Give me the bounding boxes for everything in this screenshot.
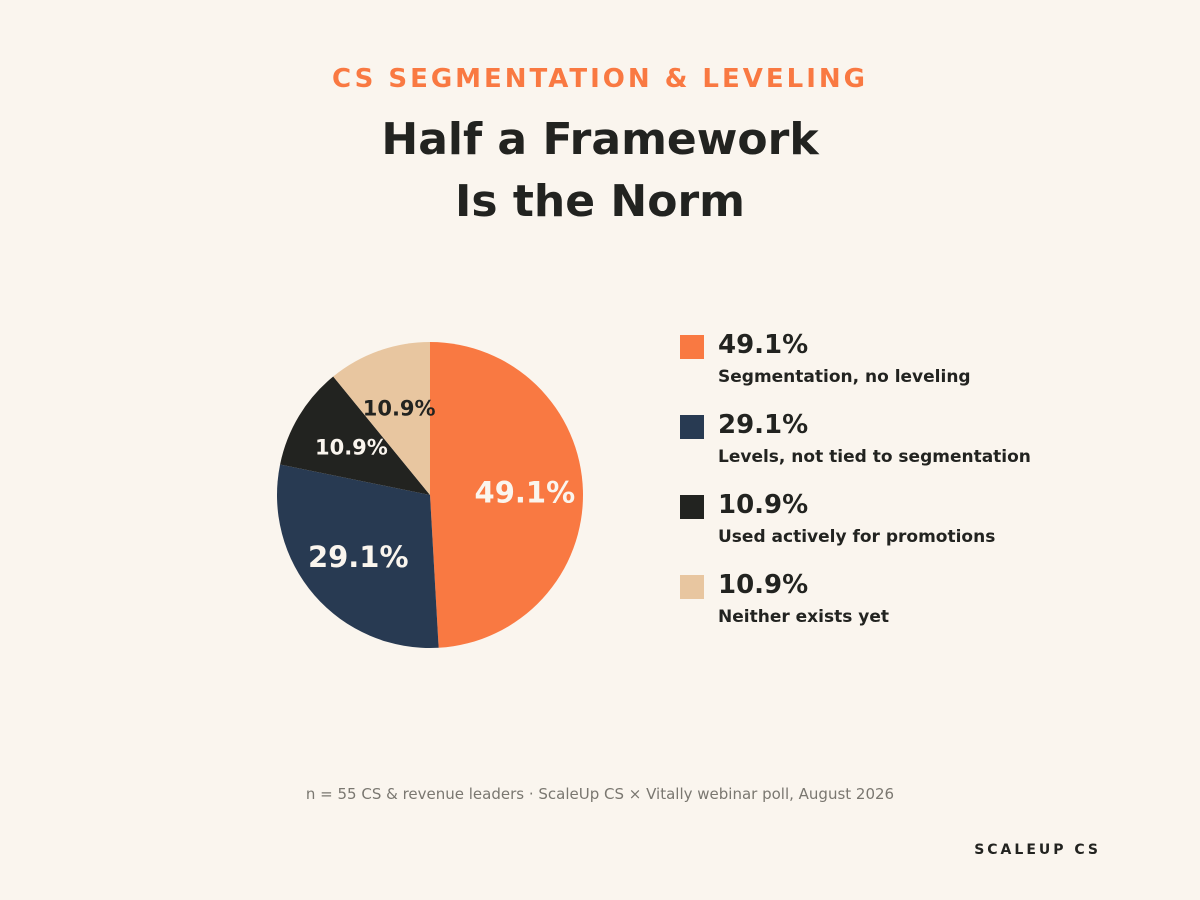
legend-swatch <box>680 495 704 519</box>
brand-wordmark: SCALEUP CS <box>974 842 1101 858</box>
legend-swatch <box>680 415 704 439</box>
legend-value: 10.9% <box>718 490 809 520</box>
legend-label: Levels, not tied to segmentation <box>718 447 1031 467</box>
legend-value: 10.9% <box>718 570 809 600</box>
chart-title-line-2: Is the Norm <box>455 176 745 227</box>
pie-slice-label: 10.9% <box>363 397 436 421</box>
pie-slice-label: 10.9% <box>315 436 388 460</box>
legend-label: Segmentation, no leveling <box>718 367 971 387</box>
chart-eyebrow: CS SEGMENTATION & LEVELING <box>332 64 868 94</box>
pie-slice <box>333 342 430 495</box>
pie-slice <box>430 342 583 648</box>
legend-label: Used actively for promotions <box>718 527 996 547</box>
pie-slice <box>280 376 430 495</box>
legend-value: 29.1% <box>718 410 809 440</box>
pie-slice <box>277 464 439 648</box>
pie-slice-label: 29.1% <box>308 540 409 574</box>
footnote: n = 55 CS & revenue leaders · ScaleUp CS… <box>305 785 895 803</box>
pie-slice-label: 49.1% <box>475 475 576 509</box>
legend-swatch <box>680 575 704 599</box>
chart-title-line-1: Half a Framework <box>381 114 819 165</box>
legend-value: 49.1% <box>718 330 809 360</box>
legend-swatch <box>680 335 704 359</box>
legend-label: Neither exists yet <box>718 607 889 627</box>
